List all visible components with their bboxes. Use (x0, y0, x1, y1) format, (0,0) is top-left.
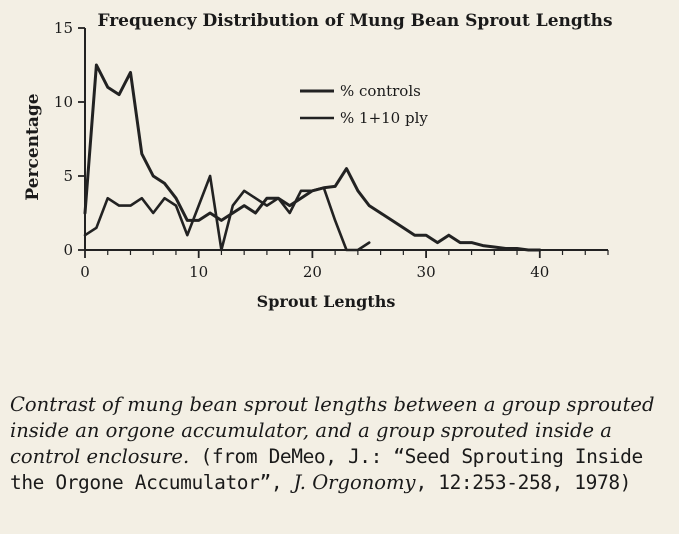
y-tick-label: 0 (63, 241, 73, 259)
caption-journal: J. Orgonomy (293, 471, 416, 494)
caption-source-prefix: (from DeMeo, J.: “Seed Sprouting Inside … (10, 445, 643, 494)
chart-figure: 0 5 10 15 0 10 20 30 40 Frequency Distribution of… (23, 11, 613, 311)
y-tick-label: 10 (54, 93, 73, 111)
x-tick-label: 40 (530, 263, 549, 281)
legend-label-1: % controls (340, 82, 421, 100)
series-line-2 (83, 174, 371, 252)
figure-caption: Contrast of mung bean sprout lengths bet… (10, 392, 670, 496)
caption-source-suffix: , 12:253-258, 1978) (415, 471, 632, 494)
x-axis-label: Sprout Lengths (257, 292, 396, 311)
legend-label-2: % 1+10 ply (340, 109, 428, 127)
caption-main: Contrast of mung bean sprout lengths bet… (10, 393, 655, 468)
y-tick-label: 5 (63, 167, 73, 185)
y-tick-label: 15 (54, 19, 73, 37)
x-tick-label: 10 (189, 263, 208, 281)
y-axis-label: Percentage (23, 93, 43, 200)
x-tick-label: 30 (417, 263, 436, 281)
chart-title: Frequency Distribution of Mung Bean Spro… (97, 11, 612, 31)
x-tick-label: 20 (303, 263, 322, 281)
series-line-1 (83, 63, 542, 252)
x-tick-label: 0 (80, 263, 90, 281)
chart-svg: 0 5 10 15 0 10 20 30 40 Frequency Distribution of… (23, 11, 613, 311)
